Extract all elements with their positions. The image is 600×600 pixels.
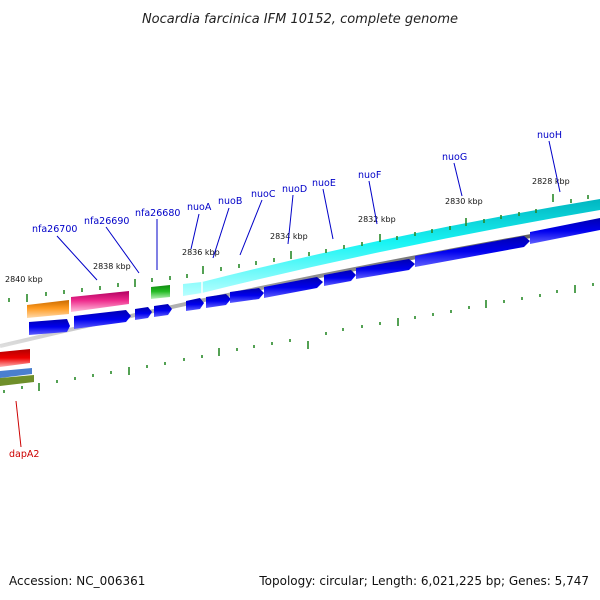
feature-block-magenta <box>71 291 129 312</box>
gene-label-dapA2: dapA2 <box>9 449 39 460</box>
gene-arrow-nuoH <box>530 218 600 244</box>
gene-label-nuoB: nuoB <box>218 196 242 207</box>
gene-label-nfa26680: nfa26680 <box>135 208 180 219</box>
scale-label-2840: 2840 kbp <box>5 275 43 284</box>
gene-arrow-nuoG <box>415 236 530 267</box>
gene-arrow-nuoF <box>356 259 415 279</box>
leader-nuoA <box>190 213 200 250</box>
feature-block-olive <box>0 375 34 386</box>
feature-block-orange <box>27 300 69 318</box>
leader-nuoD <box>287 194 294 245</box>
gene-arrow-nfa26680-a <box>135 307 152 320</box>
leader-nfa26700 <box>56 235 98 281</box>
map-title: Nocardia farcinica IFM 10152, complete g… <box>142 12 458 27</box>
genome-tracks <box>0 199 600 386</box>
feature-band-cyan <box>183 199 600 296</box>
scale-label-2838: 2838 kbp <box>93 262 131 271</box>
genome-summary-text: Topology: circular; Length: 6,021,225 bp… <box>259 574 589 588</box>
leader-nfa26690 <box>105 226 140 274</box>
gene-label-nuoE: nuoE <box>312 178 336 189</box>
gene-arrow-nuoA <box>186 298 204 311</box>
leader-nuoH <box>548 140 561 193</box>
gene-label-nfa26700: nfa26700 <box>32 224 77 235</box>
gene-arrow-nfa26700 <box>29 319 70 335</box>
gene-label-nuoD: nuoD <box>282 184 307 195</box>
tick-row-lower <box>3 283 594 393</box>
scale-label-2828: 2828 kbp <box>532 177 570 186</box>
feature-block-green <box>151 285 170 299</box>
gene-arrow-nuoB <box>206 294 231 308</box>
accession-text: Accession: NC_006361 <box>9 574 146 588</box>
feature-block-steelblue <box>0 368 32 378</box>
tick-row-upper <box>8 194 589 302</box>
leader-nuoB <box>212 207 230 259</box>
label-leader-lines <box>56 140 561 281</box>
gene-label-nuoC: nuoC <box>251 189 276 200</box>
leader-nuoG <box>453 162 463 197</box>
gene-label-nuoF: nuoF <box>358 170 381 181</box>
leader-nuoC <box>239 199 263 256</box>
gene-label-nfa26690: nfa26690 <box>84 216 129 227</box>
feature-block-red <box>0 349 30 367</box>
gene-arrow-nuoD <box>264 277 323 298</box>
gene-labels: nfa26700 nfa26690 nfa26680 nuoA nuoB nuo… <box>9 130 562 460</box>
gene-arrow-nfa26680-b <box>154 304 172 317</box>
scale-label-2832: 2832 kbp <box>358 215 396 224</box>
gene-arrow-nuoC <box>230 288 264 303</box>
gene-arrow-nuoE <box>324 270 356 286</box>
leader-dapA2 <box>15 400 22 448</box>
scale-label-2830: 2830 kbp <box>445 197 483 206</box>
gene-label-nuoH: nuoH <box>537 130 562 141</box>
gene-label-nuoA: nuoA <box>187 202 212 213</box>
gene-label-nuoG: nuoG <box>442 152 467 163</box>
leader-nuoF <box>368 180 378 225</box>
leader-nuoE <box>322 188 334 240</box>
scale-ticks <box>3 194 594 393</box>
scale-label-2836: 2836 kbp <box>182 248 220 257</box>
gene-arrow-nfa26690 <box>74 310 131 329</box>
